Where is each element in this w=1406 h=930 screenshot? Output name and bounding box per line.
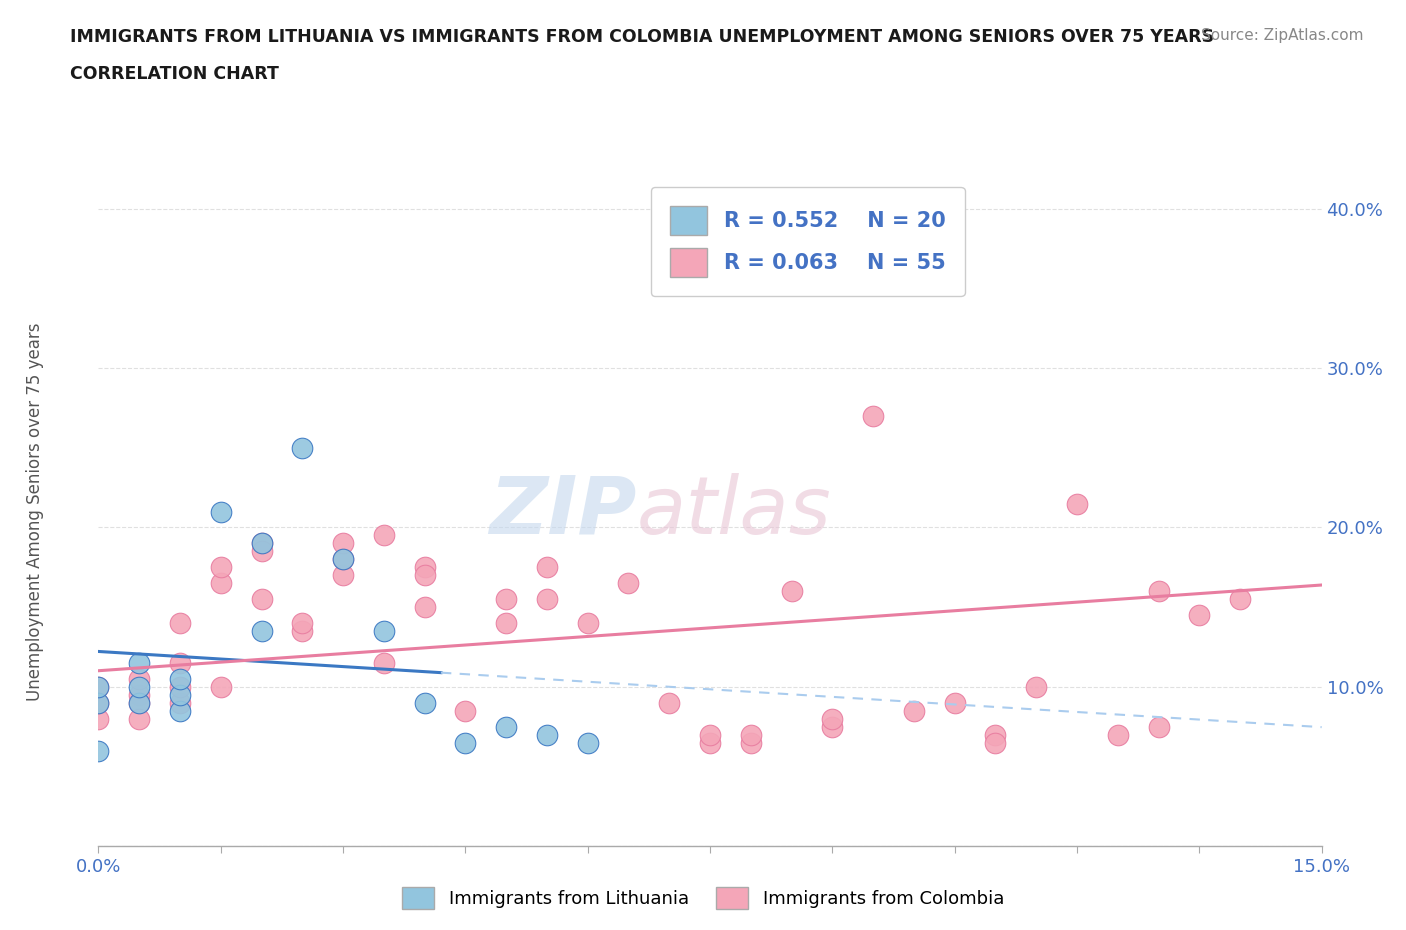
Point bbox=[209, 504, 232, 519]
Point bbox=[699, 727, 721, 742]
Point bbox=[740, 736, 762, 751]
Point bbox=[536, 727, 558, 742]
Point bbox=[373, 528, 395, 543]
Point bbox=[128, 687, 150, 702]
Point bbox=[1147, 584, 1170, 599]
Text: CORRELATION CHART: CORRELATION CHART bbox=[70, 65, 280, 83]
Point bbox=[413, 560, 436, 575]
Point bbox=[984, 727, 1007, 742]
Point bbox=[413, 568, 436, 583]
Point bbox=[454, 736, 477, 751]
Point bbox=[373, 624, 395, 639]
Point bbox=[1188, 607, 1211, 622]
Point bbox=[169, 696, 191, 711]
Point bbox=[332, 551, 354, 566]
Point bbox=[209, 560, 232, 575]
Point bbox=[373, 656, 395, 671]
Point bbox=[250, 591, 273, 606]
Point bbox=[821, 711, 844, 726]
Point bbox=[250, 544, 273, 559]
Point bbox=[332, 536, 354, 551]
Text: Unemployment Among Seniors over 75 years: Unemployment Among Seniors over 75 years bbox=[27, 323, 44, 700]
Point bbox=[169, 703, 191, 718]
Point bbox=[862, 408, 884, 423]
Point bbox=[536, 591, 558, 606]
Point bbox=[250, 624, 273, 639]
Point bbox=[658, 696, 681, 711]
Point bbox=[536, 560, 558, 575]
Point bbox=[943, 696, 966, 711]
Legend: R = 0.552    N = 20, R = 0.063    N = 55: R = 0.552 N = 20, R = 0.063 N = 55 bbox=[651, 187, 965, 296]
Point bbox=[780, 584, 803, 599]
Point bbox=[1107, 727, 1129, 742]
Point bbox=[169, 687, 191, 702]
Point bbox=[984, 736, 1007, 751]
Point bbox=[413, 600, 436, 615]
Point bbox=[454, 703, 477, 718]
Point bbox=[821, 719, 844, 734]
Text: ZIP: ZIP bbox=[489, 472, 637, 551]
Point bbox=[576, 736, 599, 751]
Point bbox=[209, 680, 232, 695]
Point bbox=[128, 680, 150, 695]
Point bbox=[169, 656, 191, 671]
Point bbox=[617, 576, 640, 591]
Point bbox=[209, 576, 232, 591]
Point bbox=[332, 551, 354, 566]
Point bbox=[128, 696, 150, 711]
Point bbox=[87, 680, 110, 695]
Point bbox=[495, 591, 517, 606]
Point bbox=[128, 656, 150, 671]
Point bbox=[576, 616, 599, 631]
Point bbox=[87, 696, 110, 711]
Point bbox=[87, 711, 110, 726]
Point bbox=[169, 680, 191, 695]
Point bbox=[250, 536, 273, 551]
Point bbox=[291, 616, 314, 631]
Point bbox=[87, 696, 110, 711]
Point bbox=[87, 743, 110, 758]
Point bbox=[169, 671, 191, 686]
Point bbox=[903, 703, 925, 718]
Point bbox=[128, 671, 150, 686]
Point bbox=[1229, 591, 1251, 606]
Point bbox=[740, 727, 762, 742]
Point bbox=[1147, 719, 1170, 734]
Legend: Immigrants from Lithuania, Immigrants from Colombia: Immigrants from Lithuania, Immigrants fr… bbox=[395, 880, 1011, 916]
Point bbox=[332, 568, 354, 583]
Point bbox=[87, 680, 110, 695]
Point bbox=[495, 616, 517, 631]
Text: atlas: atlas bbox=[637, 472, 831, 551]
Point bbox=[1066, 496, 1088, 511]
Text: IMMIGRANTS FROM LITHUANIA VS IMMIGRANTS FROM COLOMBIA UNEMPLOYMENT AMONG SENIORS: IMMIGRANTS FROM LITHUANIA VS IMMIGRANTS … bbox=[70, 28, 1215, 46]
Point bbox=[128, 696, 150, 711]
Point bbox=[495, 719, 517, 734]
Point bbox=[291, 624, 314, 639]
Point bbox=[169, 616, 191, 631]
Point bbox=[128, 711, 150, 726]
Point bbox=[250, 536, 273, 551]
Text: Source: ZipAtlas.com: Source: ZipAtlas.com bbox=[1201, 28, 1364, 43]
Point bbox=[291, 440, 314, 455]
Point bbox=[413, 696, 436, 711]
Point bbox=[1025, 680, 1047, 695]
Point bbox=[699, 736, 721, 751]
